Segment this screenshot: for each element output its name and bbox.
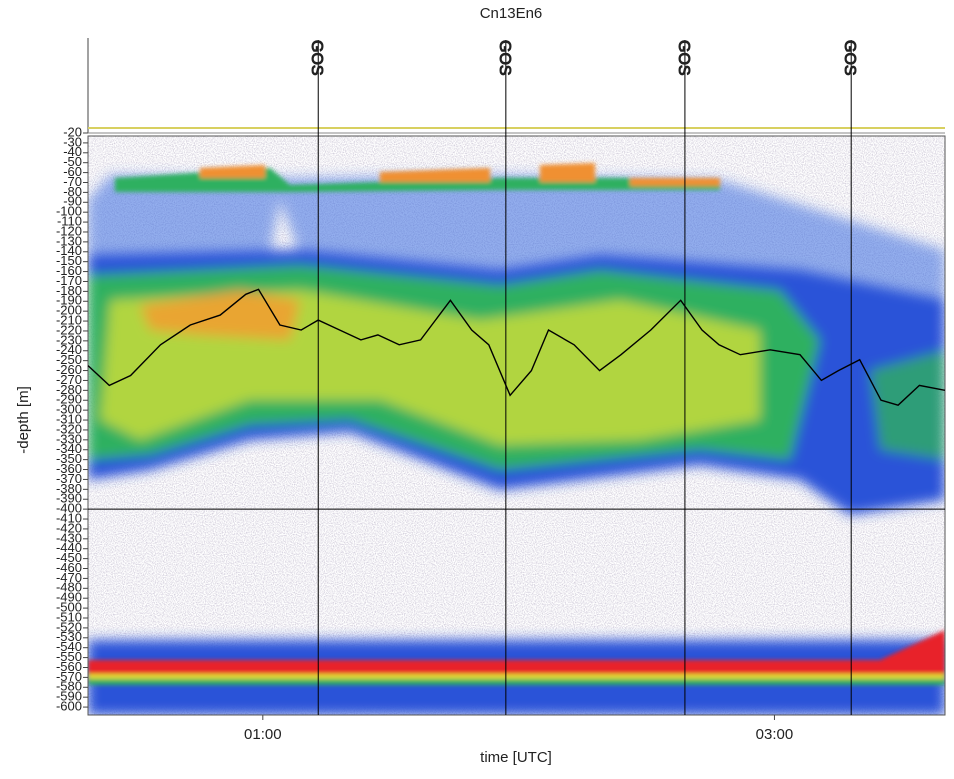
y-tick-label: -180 — [56, 283, 82, 298]
y-tick-label: -420 — [56, 520, 82, 535]
y-tick-label: -230 — [56, 332, 82, 347]
y-tick-label: -160 — [56, 263, 82, 278]
y-tick-label: -270 — [56, 372, 82, 387]
y-tick-label: -320 — [56, 421, 82, 436]
y-tick-label: -580 — [56, 679, 82, 694]
y-tick-label: -440 — [56, 540, 82, 555]
y-tick-label: -590 — [56, 689, 82, 704]
y-tick-label: -350 — [56, 451, 82, 466]
y-tick-label: -430 — [56, 530, 82, 545]
y-tick-label: -70 — [63, 174, 82, 189]
y-tick-label: -260 — [56, 362, 82, 377]
y-tick-label: -410 — [56, 510, 82, 525]
plot-border — [87, 135, 946, 716]
y-tick-label: -250 — [56, 352, 82, 367]
y-tick-label: -360 — [56, 461, 82, 476]
y-tick-label: -540 — [56, 639, 82, 654]
y-tick-label: -340 — [56, 441, 82, 456]
y-tick-label: -500 — [56, 600, 82, 615]
y-tick-label: -470 — [56, 570, 82, 585]
y-tick-label: -210 — [56, 312, 82, 327]
y-tick-label: -370 — [56, 471, 82, 486]
y-tick-label: -310 — [56, 411, 82, 426]
y-tick-label: -170 — [56, 273, 82, 288]
x-tick-label: 03:00 — [756, 726, 794, 743]
y-tick-label: -130 — [56, 233, 82, 248]
y-tick-label: -150 — [56, 253, 82, 268]
y-tick-label: -60 — [63, 164, 82, 179]
y-tick-label: -510 — [56, 609, 82, 624]
y-tick-label: -570 — [56, 669, 82, 684]
y-tick-label: -90 — [63, 194, 82, 209]
chart-title: Cn13En6 — [480, 5, 543, 22]
y-tick-label: -290 — [56, 392, 82, 407]
y-tick-label: -240 — [56, 342, 82, 357]
y-tick-label: -280 — [56, 382, 82, 397]
y-tick-label: -300 — [56, 402, 82, 417]
y-tick-label: -490 — [56, 590, 82, 605]
y-tick-label: -520 — [56, 619, 82, 634]
y-tick-label: -80 — [63, 184, 82, 199]
y-tick-label: -120 — [56, 223, 82, 238]
y-tick-label: -450 — [56, 550, 82, 565]
y-tick-label: -200 — [56, 303, 82, 318]
y-tick-label: -390 — [56, 491, 82, 506]
y-tick-label: -600 — [56, 699, 82, 714]
y-tick-label: -20 — [63, 124, 82, 139]
y-tick-label: -380 — [56, 481, 82, 496]
y-tick-label: -100 — [56, 204, 82, 219]
x-axis-label: time [UTC] — [480, 749, 552, 766]
event-label: GOS — [308, 40, 325, 76]
x-tick-label: 01:00 — [244, 726, 282, 743]
y-tick-label: -400 — [56, 501, 82, 516]
y-tick-label: -330 — [56, 431, 82, 446]
y-tick-label: -140 — [56, 243, 82, 258]
y-tick-label: -40 — [63, 144, 82, 159]
y-tick-label: -480 — [56, 580, 82, 595]
y-tick-label: -220 — [56, 322, 82, 337]
y-tick-label: -530 — [56, 629, 82, 644]
event-label: GOS — [496, 40, 513, 76]
event-label: GOS — [841, 40, 858, 76]
y-tick-label: -190 — [56, 293, 82, 308]
y-tick-label: -30 — [63, 134, 82, 149]
y-tick-label: -460 — [56, 560, 82, 575]
y-tick-label: -550 — [56, 649, 82, 664]
y-axis-label: -depth [m] — [15, 386, 32, 454]
y-tick-label: -110 — [57, 214, 82, 229]
track-line — [87, 288, 946, 406]
event-label: GOS — [675, 40, 692, 76]
y-tick-label: -50 — [63, 154, 82, 169]
echogram — [88, 136, 945, 715]
y-tick-label: -560 — [56, 659, 82, 674]
